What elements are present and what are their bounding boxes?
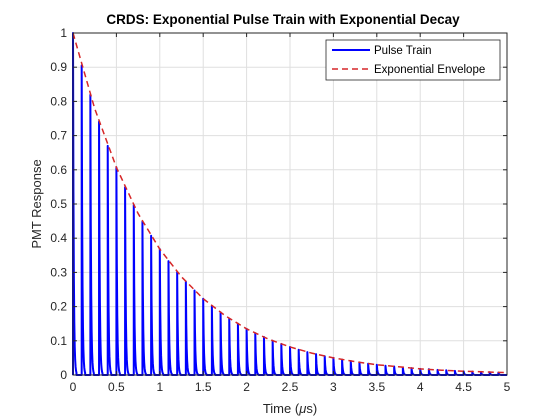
x-axis-label: Time (μs) (263, 401, 317, 416)
legend-label-pulse-train: Pulse Train (374, 45, 432, 57)
x-tick-label: 5 (504, 380, 511, 394)
y-tick-label: 0.1 (50, 334, 67, 348)
y-tick-label: 1 (60, 26, 67, 40)
x-tick-label: 3.5 (368, 380, 385, 394)
y-tick-label: 0.5 (50, 197, 67, 211)
x-tick-label: 4 (417, 380, 424, 394)
y-tick-label: 0.6 (50, 163, 67, 177)
y-tick-label: 0.7 (50, 129, 67, 143)
x-tick-label: 2.5 (282, 380, 299, 394)
ticks: 0 0.5 1 1.5 2 2.5 3 3.5 4 4.5 5 0 0.1 0.2 0.3 0.4 0.5 0.6… (50, 26, 510, 394)
x-tick-label: 1.5 (195, 380, 212, 394)
x-tick-label: 3 (330, 380, 337, 394)
y-tick-label: 0.8 (50, 94, 67, 108)
chart-title: CRDS: Exponential Pulse Train with Expon… (106, 12, 460, 27)
x-tick-label: 1 (156, 380, 163, 394)
legend: Pulse Train Exponential Envelope (325, 39, 501, 81)
x-tick-label: 4.5 (455, 380, 472, 394)
legend-box (325, 39, 501, 81)
x-tick-label: 0 (70, 380, 77, 394)
y-axis-label: PMT Response (29, 159, 44, 248)
y-tick-label: 0.4 (50, 231, 67, 245)
x-tick-label: 0.5 (108, 380, 125, 394)
y-tick-label: 0 (60, 368, 67, 382)
y-tick-label: 0.3 (50, 265, 67, 279)
y-tick-label: 0.9 (50, 60, 67, 74)
y-tick-label: 0.2 (50, 300, 67, 314)
legend-label-exponential-envelope: Exponential Envelope (374, 64, 485, 76)
x-tick-label: 2 (243, 380, 250, 394)
